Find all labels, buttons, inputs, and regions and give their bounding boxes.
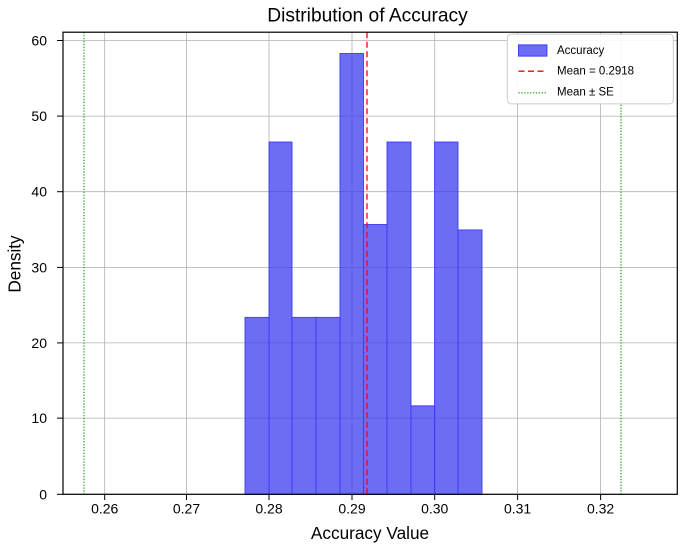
svg-text:60: 60: [31, 33, 47, 49]
svg-text:0.30: 0.30: [421, 501, 448, 517]
svg-text:0.32: 0.32: [587, 501, 614, 517]
svg-text:0.27: 0.27: [173, 501, 200, 517]
svg-text:10: 10: [31, 410, 47, 426]
svg-text:0.28: 0.28: [255, 501, 282, 517]
svg-text:0: 0: [39, 486, 47, 502]
svg-text:50: 50: [31, 108, 47, 124]
svg-text:Accuracy: Accuracy: [557, 45, 605, 57]
svg-text:20: 20: [31, 335, 47, 351]
svg-text:Distribution of Accuracy: Distribution of Accuracy: [267, 6, 468, 27]
svg-text:Accuracy Value: Accuracy Value: [311, 523, 429, 543]
svg-text:0.29: 0.29: [338, 501, 365, 517]
svg-text:0.26: 0.26: [91, 501, 118, 517]
svg-text:40: 40: [31, 184, 47, 200]
svg-text:Mean = 0.2918: Mean = 0.2918: [557, 66, 634, 78]
svg-text:0.31: 0.31: [504, 501, 531, 517]
svg-text:30: 30: [31, 259, 47, 275]
svg-text:Density: Density: [5, 235, 25, 293]
svg-text:Mean ± SE: Mean ± SE: [557, 87, 614, 99]
